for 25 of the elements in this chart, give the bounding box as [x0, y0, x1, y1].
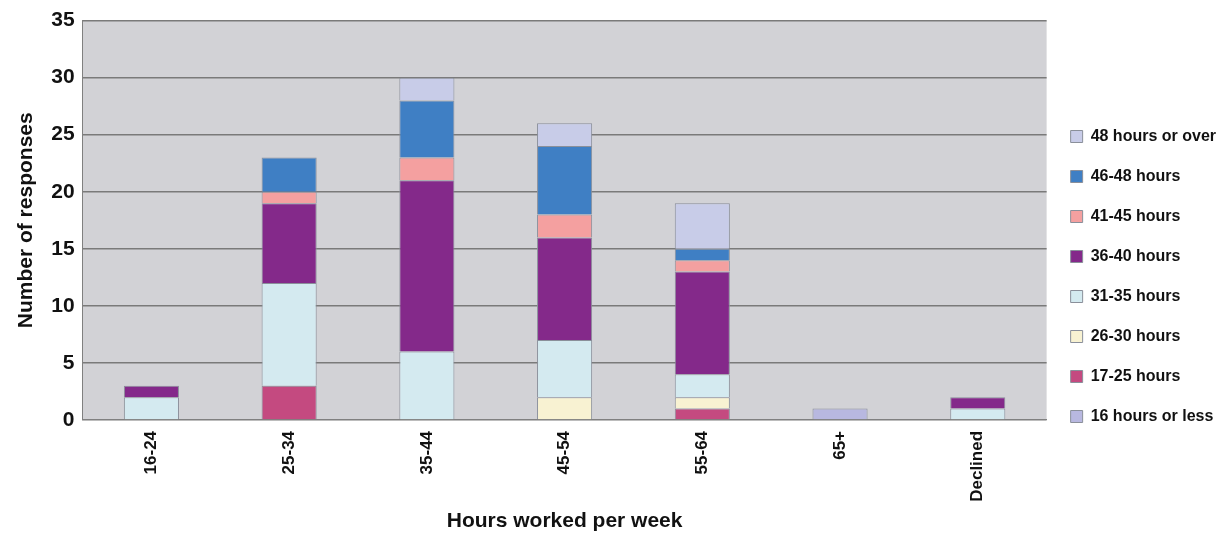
legend-label: 17-25 hours: [1090, 366, 1181, 384]
legend-label: 31-35 hours: [1090, 286, 1181, 304]
x-tick-label: 16-24: [141, 430, 161, 475]
x-tick-label: 65+: [829, 430, 849, 460]
x-tick-label: 25-34: [278, 430, 298, 475]
y-tick-label: 20: [51, 178, 75, 202]
y-tick-label: 0: [62, 406, 75, 430]
x-tick-label: 45-54: [554, 430, 574, 475]
y-axis-title: Number of responses: [13, 112, 37, 329]
y-tick-label: 25: [51, 121, 75, 145]
legend-label: 41-45 hours: [1090, 206, 1181, 224]
x-axis-title: Hours worked per week: [446, 508, 683, 532]
legend-label: 16 hours or less: [1090, 406, 1214, 424]
legend-label: 46-48 hours: [1090, 166, 1181, 184]
y-tick-label: 35: [51, 7, 75, 31]
legend-label: 36-40 hours: [1090, 246, 1181, 264]
y-tick-label: 30: [51, 64, 75, 88]
x-tick-label: 55-64: [692, 430, 711, 475]
y-tick-label: 5: [62, 349, 75, 373]
y-tick-label: 15: [51, 235, 75, 259]
legend-label: 26-30 hours: [1090, 326, 1181, 344]
legend-label: 48 hours or over: [1090, 126, 1216, 144]
x-tick-label: 35-44: [416, 430, 436, 475]
y-tick-label: 10: [51, 292, 75, 316]
x-tick-label: Declined: [967, 430, 987, 502]
